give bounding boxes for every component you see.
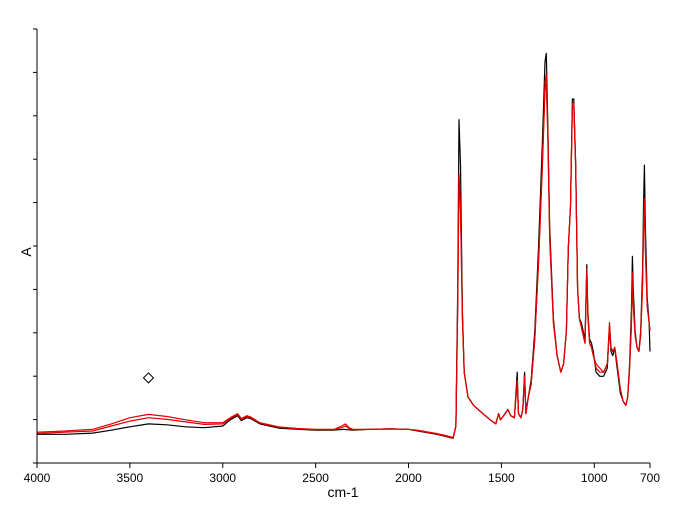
x-tick-label: 3000 [209, 471, 236, 485]
x-tick-label: 1500 [488, 471, 515, 485]
y-ticks [33, 28, 37, 464]
x-tick-label: 2000 [395, 471, 422, 485]
x-ticks: 4000 3500 3000 2500 2000 1500 1000 700 [24, 463, 660, 485]
spectrum-line-1 [37, 52, 651, 439]
diamond-marker [142, 372, 155, 384]
x-tick-label: 700 [640, 471, 660, 485]
x-tick-label: 3500 [117, 471, 144, 485]
x-tick-label: 4000 [24, 471, 51, 485]
x-tick-label: 2500 [302, 471, 329, 485]
y-axis-title: A [18, 247, 34, 257]
x-axis-title: cm-1 [327, 484, 358, 500]
spectrum-line-3 [36, 81, 651, 439]
spectrum-line-2 [36, 73, 651, 439]
x-tick-label: 1000 [581, 471, 608, 485]
annotation-layer [142, 372, 155, 384]
series-layer [36, 52, 651, 439]
